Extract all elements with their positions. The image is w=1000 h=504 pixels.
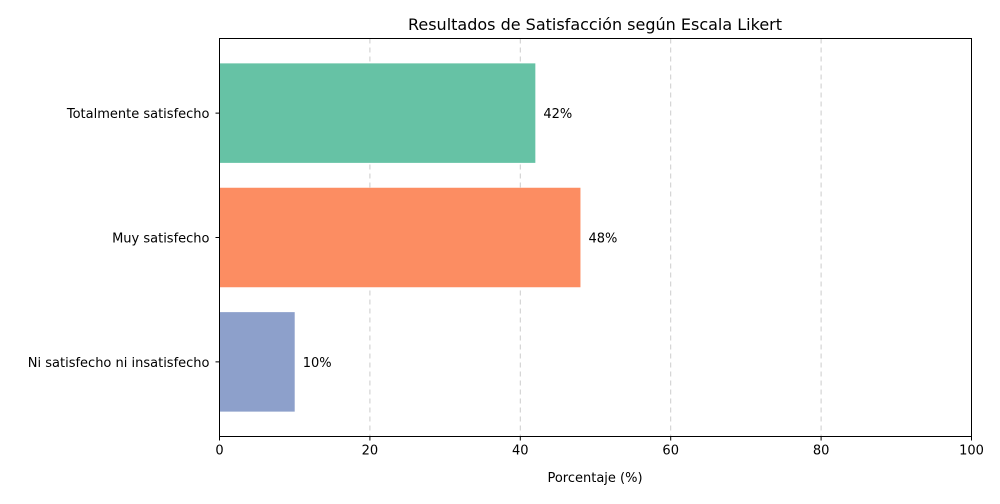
- bar-value-label: 48%: [588, 232, 617, 247]
- x-axis-label: Porcentaje (%): [547, 471, 642, 486]
- x-tick-label: 100: [959, 444, 984, 459]
- bar-layer: [219, 63, 581, 412]
- bar-value-label: 42%: [543, 107, 572, 122]
- x-tick-label: 80: [813, 444, 830, 459]
- bar: [219, 187, 581, 288]
- label-layer: 10% 48% 42%: [303, 107, 618, 371]
- x-tick-label: 0: [215, 444, 223, 459]
- x-tick-label: 60: [662, 444, 679, 459]
- x-tick-label: 40: [512, 444, 529, 459]
- bar: [219, 312, 295, 412]
- tick-layer: 0 20 40 60 80 100 Ni satisfecho ni insatisfech…: [28, 107, 984, 458]
- chart-title: Resultados de Satisfacción según Escala …: [408, 15, 782, 34]
- y-tick-label: Muy satisfecho: [112, 232, 209, 247]
- y-tick-label: Totalmente satisfecho: [66, 107, 210, 122]
- x-tick-label: 20: [362, 444, 379, 459]
- bar: [219, 63, 536, 163]
- y-tick-label: Ni satisfecho ni insatisfecho: [28, 356, 210, 371]
- bar-value-label: 10%: [303, 356, 332, 371]
